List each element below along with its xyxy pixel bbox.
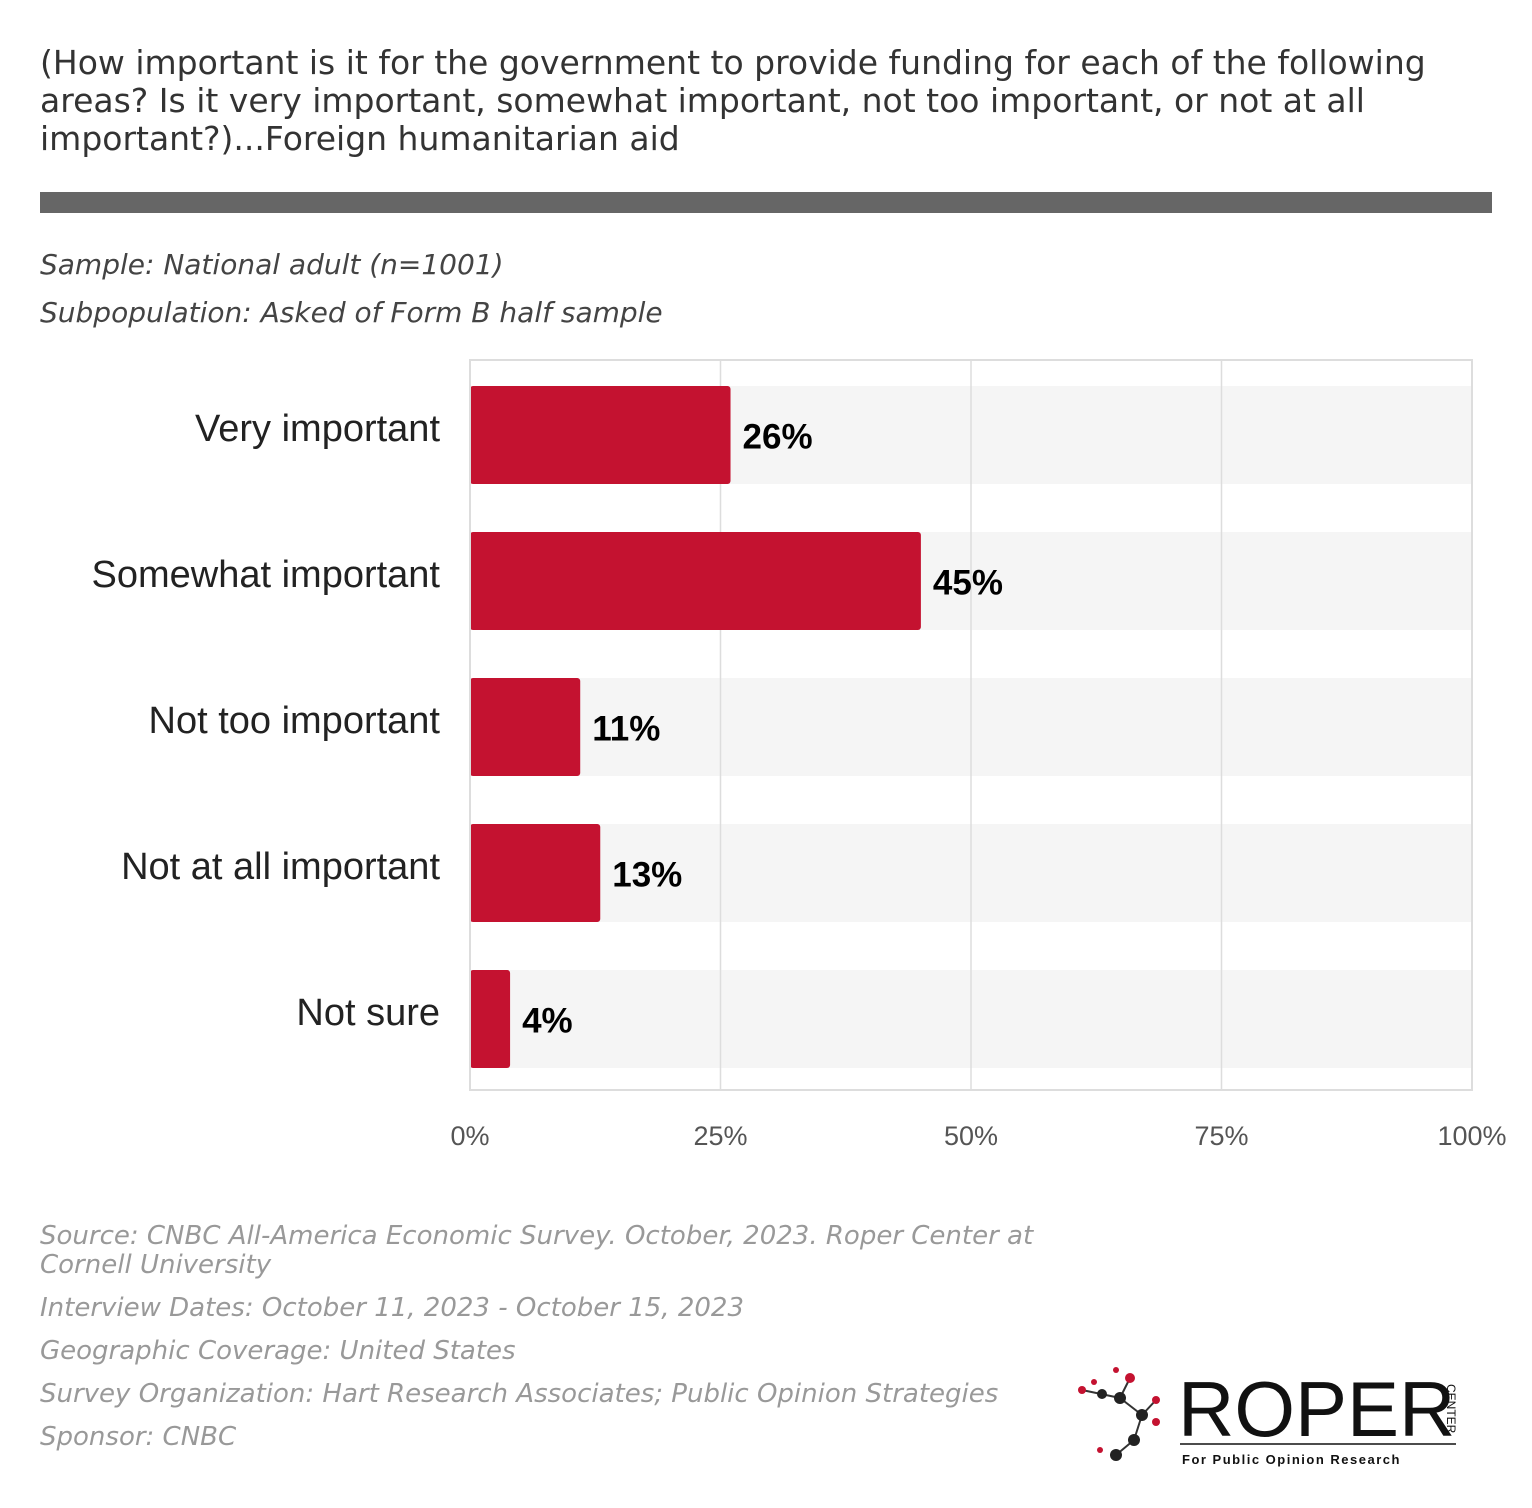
category-label: Not sure xyxy=(296,992,440,1034)
molecule-icon xyxy=(1078,1367,1160,1461)
logo-tagline: For Public Opinion Research xyxy=(1182,1452,1401,1467)
value-label: 26% xyxy=(743,417,813,456)
plot-border xyxy=(469,359,1473,1091)
bar xyxy=(470,678,581,776)
x-tick-label: 50% xyxy=(944,1121,998,1151)
sample-label: Sample: xyxy=(40,248,155,281)
bar xyxy=(470,824,601,922)
category-label: Not at all important xyxy=(121,846,440,888)
x-tick-label: 100% xyxy=(1437,1121,1506,1151)
bar xyxy=(470,386,731,484)
logo-wordmark: ROPER xyxy=(1178,1365,1455,1453)
value-label: 11% xyxy=(592,709,660,748)
category-label: Somewhat important xyxy=(92,554,441,596)
sample-line: Sample: National adult (n=1001) xyxy=(40,248,504,281)
category-label: Not too important xyxy=(149,700,441,742)
title-divider xyxy=(40,192,1492,213)
subpopulation-line: Subpopulation: Asked of Form B half samp… xyxy=(40,296,663,329)
footer-survey-organization: Survey Organization: Hart Research Assoc… xyxy=(40,1379,999,1409)
x-tick-label: 75% xyxy=(1194,1121,1248,1151)
bar xyxy=(470,970,511,1068)
bar xyxy=(470,532,921,630)
value-label: 13% xyxy=(612,855,682,894)
chart-title: (How important is it for the government … xyxy=(40,43,1426,158)
value-label: 4% xyxy=(522,1001,573,1040)
category-label: Very important xyxy=(195,408,440,450)
footer-geographic-coverage: Geographic Coverage: United States xyxy=(40,1336,516,1366)
value-labels: 26% 45% 11% 13% 4% xyxy=(522,417,1003,1040)
subpopulation-label: Subpopulation: xyxy=(40,296,252,329)
subpopulation-value: Asked of Form B half sample xyxy=(260,296,663,329)
x-tick-label: 25% xyxy=(693,1121,747,1151)
roper-center-logo: ROPER CENTER For Public Opinion Research xyxy=(1078,1365,1458,1467)
footer-interview-dates: Interview Dates: October 11, 2023 - Octo… xyxy=(40,1293,744,1323)
x-axis-tick-labels: 0% 25% 50% 75% 100% xyxy=(450,1121,1506,1151)
value-label: 45% xyxy=(933,563,1003,602)
x-tick-label: 0% xyxy=(450,1121,489,1151)
footer: Source: CNBC All-America Economic Survey… xyxy=(40,1222,1050,1466)
bar-chart: Very important Somewhat important Not too … xyxy=(92,359,1507,1151)
logo-side-text: CENTER xyxy=(1444,1384,1458,1434)
sample-value: National adult (n=1001) xyxy=(163,248,504,281)
footer-source: Source: CNBC All-America Economic Survey… xyxy=(40,1221,1034,1280)
footer-sponsor: Sponsor: CNBC xyxy=(40,1422,237,1452)
category-labels: Very important Somewhat important Not too … xyxy=(92,408,441,1034)
bars xyxy=(470,386,921,1068)
